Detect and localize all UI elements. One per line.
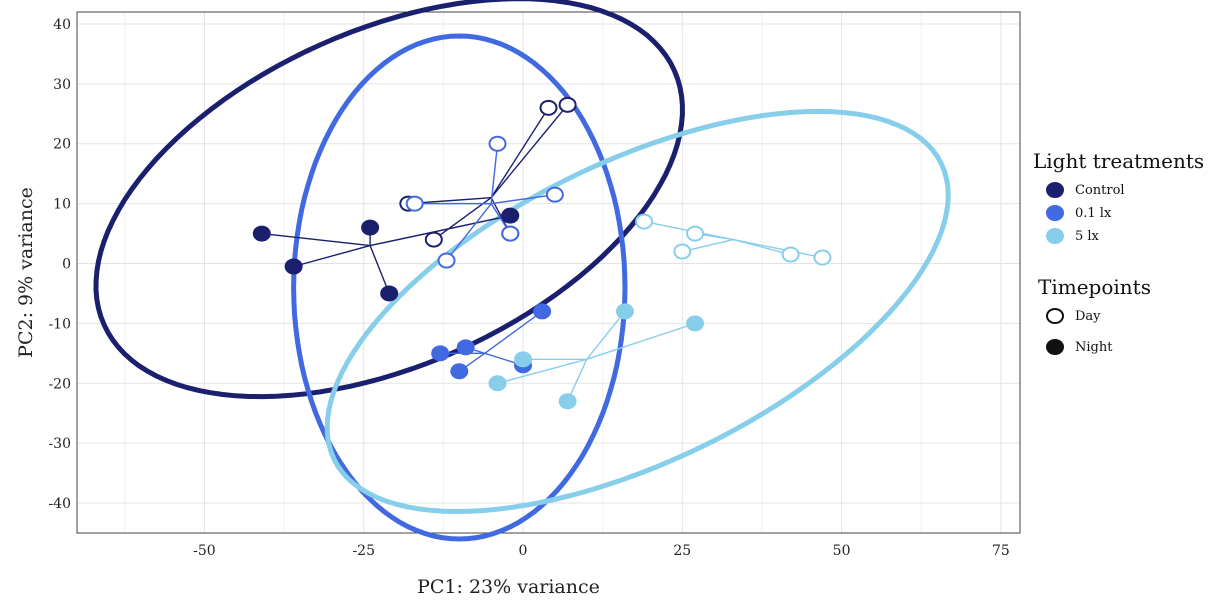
x-axis-title: PC1: 23% variance [417,576,600,598]
legend: Light treatments Control 0.1 lx 5 lx Timepoi… [1033,149,1204,355]
grid-lines [77,12,1020,533]
point-night [533,303,552,320]
point-night [450,363,469,380]
point-night [361,219,380,236]
y-tick-label: -30 [48,436,71,452]
point-day [635,213,654,230]
legend-label: Control [1075,183,1125,198]
ellipse-5-lx [324,108,951,515]
segment-line [586,322,696,360]
y-tick-labels: 40 30 20 10 0 -10 -20 -30 -40 [48,17,71,512]
point-night [514,351,533,368]
point-day [424,231,443,248]
segment-line [490,107,550,199]
legend-label: Day [1075,309,1101,324]
point-night [501,207,520,224]
segment-line [369,214,511,247]
y-tick-label: 30 [53,77,71,93]
x-tick-labels: -50 -25 0 25 50 75 [193,543,1010,559]
point-day [437,252,456,269]
point-night [456,339,475,356]
segment-line [446,203,492,261]
point-night [686,315,705,332]
segment-line [433,197,492,241]
segment-line [484,310,543,354]
point-night [252,225,271,242]
legend-label: 0.1 lx [1075,206,1112,221]
y-tick-label: 0 [62,257,71,273]
x-tick-label: 50 [833,543,851,559]
legend-title: Light treatments [1033,149,1204,173]
segment-line [261,232,371,247]
legend-key [1046,182,1064,198]
point-day [539,99,558,116]
y-tick-label: -40 [48,496,71,512]
y-tick-label: 40 [53,17,71,33]
point-day [781,246,800,263]
confidence-ellipses [93,0,951,542]
x-tick-label: 0 [519,543,528,559]
y-tick-label: -20 [48,376,71,392]
point-night [558,393,577,410]
point-night [431,345,450,362]
x-tick-label: 75 [992,543,1010,559]
point-day [488,135,507,152]
legend-label: 5 lx [1075,229,1100,244]
segment-line [497,358,587,384]
centroid-segments [261,104,823,402]
y-axis-title: PC2: 9% variance [15,187,37,358]
legend-label: Night [1075,340,1113,355]
point-day [673,243,692,260]
segment-line [491,193,555,205]
x-tick-label: 25 [673,543,691,559]
legend-title: Timepoints [1038,275,1151,299]
segment-line [586,310,626,360]
ellipse-control [93,0,685,400]
segment-line [293,244,371,268]
y-tick-label: 10 [53,197,71,213]
segment-line [733,238,823,259]
ellipse-0.1-lx [291,33,628,542]
legend-key [1046,205,1064,221]
y-tick-label: -10 [48,316,71,332]
point-day [405,195,424,212]
point-day [501,225,520,242]
x-tick-label: -50 [193,543,216,559]
segment-line [490,143,499,204]
segment-line [490,104,569,199]
point-day [686,225,705,242]
y-tick-label: 20 [53,137,71,153]
plot-border [76,11,1021,534]
point-night [615,303,634,320]
point-day [813,249,832,266]
x-tick-label: -25 [352,543,375,559]
legend-key [1046,308,1064,324]
legend-key [1046,228,1064,244]
point-day [558,96,577,113]
segment-line [369,245,390,294]
data-points [252,96,832,410]
legend-key [1046,339,1064,355]
point-night [488,375,507,392]
point-night [380,285,399,302]
point-night [284,258,303,275]
point-day [545,186,564,203]
